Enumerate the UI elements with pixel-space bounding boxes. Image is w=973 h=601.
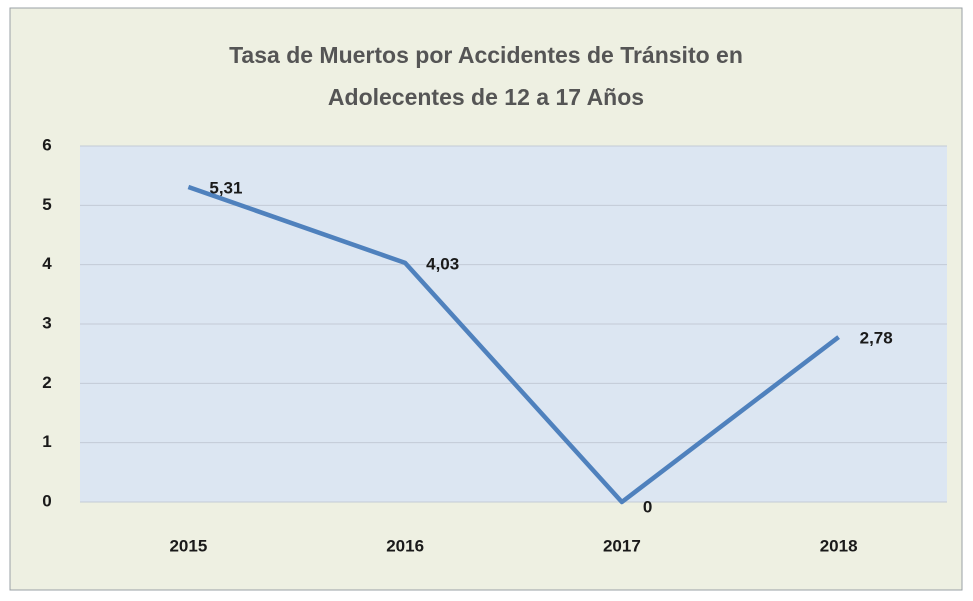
x-tick-label: 2017 xyxy=(603,536,641,555)
data-label: 0 xyxy=(643,497,652,516)
data-line xyxy=(187,184,840,505)
y-tick-label: 4 xyxy=(42,254,52,273)
x-tick-label: 2015 xyxy=(169,536,207,555)
y-tick-label: 2 xyxy=(42,373,51,392)
y-tick-label: 1 xyxy=(42,432,51,451)
y-tick-label: 6 xyxy=(42,135,51,154)
y-tick-label: 0 xyxy=(42,491,51,510)
data-label: 5,31 xyxy=(209,178,242,197)
y-tick-label: 3 xyxy=(42,313,51,332)
y-tick-label: 5 xyxy=(42,195,51,214)
data-label: 4,03 xyxy=(426,254,459,273)
x-tick-label: 2016 xyxy=(386,536,424,555)
x-tick-label: 2018 xyxy=(820,536,858,555)
data-label: 2,78 xyxy=(860,329,893,348)
chart-title: Tasa de Muertos por Accidentes de Tránsi… xyxy=(229,42,743,68)
chart-title: Adolecentes de 12 a 17 Años xyxy=(328,84,644,110)
